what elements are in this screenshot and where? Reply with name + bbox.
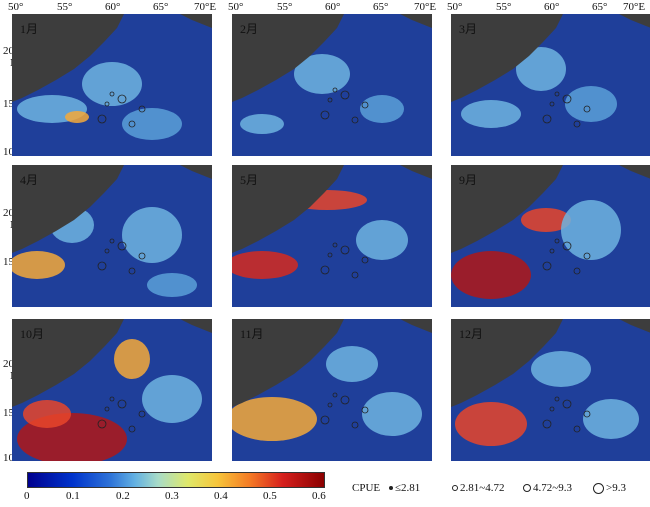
panel-month-label: 12月	[459, 327, 484, 341]
legend-label: ≤2.81	[395, 482, 421, 494]
lon-label: 65°	[153, 1, 169, 13]
map-canvas	[232, 319, 432, 441]
map-panel-feb: 2月	[232, 14, 432, 156]
longitude-axis-top: 50° 55° 60° 65° 70°E 50° 55° 60° 65° 70°…	[0, 0, 650, 14]
lon-label: 70°E	[414, 1, 437, 13]
map-canvas	[451, 319, 650, 446]
map-panel-apr: 4月	[12, 165, 212, 307]
map-panel-dec: 12月	[451, 319, 650, 461]
circle-marker-icon	[523, 484, 531, 493]
small-circle-marker-icon	[452, 485, 458, 492]
panel-month-label: 9月	[459, 173, 478, 187]
legend-item-small: ≤2.81	[389, 482, 420, 494]
lon-label: 70°E	[194, 1, 217, 13]
colorbar-tick: 0.3	[165, 490, 179, 502]
colorbar-tick: 0.1	[66, 490, 80, 502]
map-canvas	[232, 165, 432, 279]
map-panel-jan: 1月	[12, 14, 212, 156]
lon-label: 65°	[373, 1, 389, 13]
colorbar-tick: 0	[24, 490, 30, 502]
colorbar-tick: 0.5	[263, 490, 277, 502]
panel-month-label: 11月	[240, 327, 264, 341]
dot-marker-icon	[389, 486, 393, 491]
colorbar	[27, 472, 325, 488]
colorbar-tick: 0.6	[312, 490, 326, 502]
panel-month-label: 1月	[20, 22, 39, 36]
map-canvas	[12, 14, 212, 140]
panel-month-label: 2月	[240, 22, 259, 36]
map-canvas	[451, 165, 650, 299]
panel-month-label: 10月	[20, 327, 45, 341]
map-canvas	[451, 14, 650, 128]
map-panel-nov: 11月	[232, 319, 432, 461]
panel-month-label: 5月	[240, 173, 259, 187]
legend-item-xlarge: >9.3	[593, 482, 626, 494]
lon-label: 60°	[325, 1, 341, 13]
colorbar-tick: 0.4	[214, 490, 228, 502]
legend-label: 2.81~4.72	[460, 482, 505, 494]
legend-label: >9.3	[606, 482, 626, 494]
lon-label: 55°	[57, 1, 73, 13]
map-canvas	[12, 165, 212, 297]
map-panel-oct: 10月	[12, 319, 212, 461]
lon-label: 50°	[447, 1, 463, 13]
lon-label: 50°	[8, 1, 24, 13]
legend-item-large: 4.72~9.3	[523, 482, 572, 494]
panel-month-label: 3月	[459, 22, 478, 36]
lon-label: 65°	[592, 1, 608, 13]
lon-label: 55°	[277, 1, 293, 13]
legend-label: 4.72~9.3	[533, 482, 572, 494]
lon-label: 60°	[544, 1, 560, 13]
lon-label: 55°	[496, 1, 512, 13]
colorbar-tick: 0.2	[116, 490, 130, 502]
map-canvas	[12, 319, 212, 461]
lon-label: 50°	[228, 1, 244, 13]
map-panel-may: 5月	[232, 165, 432, 307]
panel-month-label: 4月	[20, 173, 39, 187]
legend-title: CPUE	[352, 482, 381, 494]
map-canvas	[232, 14, 432, 134]
large-circle-marker-icon	[593, 482, 604, 494]
lon-label: 70°E	[623, 1, 646, 13]
map-panel-mar: 3月	[451, 14, 650, 156]
legend-item-medium: 2.81~4.72	[452, 482, 504, 494]
lon-label: 60°	[105, 1, 121, 13]
map-panel-sep: 9月	[451, 165, 650, 307]
